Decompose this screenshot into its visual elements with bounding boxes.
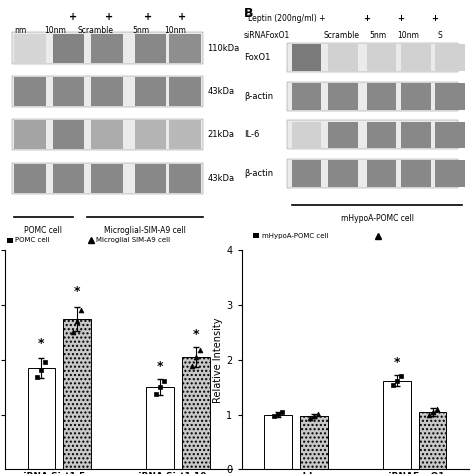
Bar [27, 368, 55, 469]
Text: 10nm: 10nm [397, 31, 419, 40]
Bar [292, 160, 321, 187]
Bar [14, 77, 46, 106]
Text: mHypoA-POMC cell: mHypoA-POMC cell [262, 233, 328, 239]
Text: *: * [74, 285, 80, 299]
Bar [253, 233, 259, 238]
Bar [169, 77, 201, 106]
Bar [328, 83, 358, 109]
Bar [135, 77, 166, 106]
Bar [287, 82, 458, 111]
Text: mHypoA-POMC cell: mHypoA-POMC cell [340, 214, 413, 223]
Bar [182, 357, 210, 469]
Bar [287, 43, 458, 72]
Text: S: S [438, 31, 442, 40]
Text: 5nm: 5nm [370, 31, 387, 40]
Bar [11, 119, 203, 150]
Bar [287, 120, 458, 149]
Text: β-actin: β-actin [244, 169, 273, 178]
Text: +: + [69, 12, 77, 22]
Bar [7, 238, 13, 243]
Text: 10nm: 10nm [164, 27, 186, 36]
Bar [287, 159, 458, 188]
Text: 110kDa: 110kDa [208, 44, 240, 53]
Bar [328, 45, 358, 71]
Text: IL-6: IL-6 [244, 130, 259, 139]
Bar [169, 34, 201, 63]
Text: Microglial-SIM-A9 cell: Microglial-SIM-A9 cell [104, 227, 186, 236]
Text: +: + [144, 12, 152, 22]
Bar [401, 122, 430, 148]
Bar [14, 120, 46, 149]
Bar [292, 122, 321, 148]
Bar [292, 45, 321, 71]
Text: B: B [244, 7, 253, 20]
Text: *: * [157, 360, 164, 374]
Bar [14, 164, 46, 192]
Bar [435, 45, 465, 71]
Bar [435, 83, 465, 109]
Bar [91, 120, 123, 149]
Bar [419, 412, 447, 469]
Bar [401, 83, 430, 109]
Bar [435, 122, 465, 148]
Bar [328, 122, 358, 148]
Bar [401, 45, 430, 71]
Text: +: + [178, 12, 186, 22]
Bar [146, 387, 174, 469]
Text: +: + [105, 12, 114, 22]
Bar [328, 160, 358, 187]
Bar [135, 164, 166, 192]
Bar [264, 414, 292, 469]
Text: nm: nm [14, 27, 26, 36]
Text: β-actin: β-actin [244, 92, 273, 101]
Text: Microglial SIM-A9 cell: Microglial SIM-A9 cell [96, 237, 170, 243]
Bar [91, 34, 123, 63]
Bar [11, 76, 203, 107]
Text: *: * [38, 337, 45, 350]
Text: 10nm: 10nm [44, 27, 66, 36]
Y-axis label: Relative Intensity: Relative Intensity [213, 317, 224, 402]
Bar [367, 122, 396, 148]
Text: FoxO1: FoxO1 [244, 53, 270, 62]
Text: Scramble: Scramble [78, 27, 114, 36]
Bar [135, 34, 166, 63]
Bar [401, 160, 430, 187]
Text: +: + [432, 14, 438, 23]
Text: POMC cell: POMC cell [25, 227, 63, 236]
Text: 21kDa: 21kDa [208, 130, 235, 139]
Bar [292, 83, 321, 109]
Bar [367, 160, 396, 187]
Text: Scramble: Scramble [324, 31, 360, 40]
Bar [11, 32, 203, 64]
Bar [14, 34, 46, 63]
Text: *: * [394, 356, 400, 368]
Text: 43kDa: 43kDa [208, 173, 235, 182]
Bar [53, 164, 84, 192]
Bar [367, 83, 396, 109]
Text: POMC cell: POMC cell [15, 237, 50, 243]
Text: *: * [192, 328, 199, 341]
Text: Leptin (200ng/ml) +: Leptin (200ng/ml) + [248, 14, 326, 23]
Bar [169, 120, 201, 149]
Text: siRNAFoxO1: siRNAFoxO1 [244, 31, 290, 40]
Bar [367, 45, 396, 71]
Bar [91, 164, 123, 192]
Text: +: + [397, 14, 404, 23]
Bar [383, 381, 411, 469]
Bar [63, 319, 91, 469]
Bar [169, 164, 201, 192]
Bar [300, 416, 328, 469]
Bar [435, 160, 465, 187]
Text: +: + [363, 14, 370, 23]
Text: 5nm: 5nm [133, 27, 150, 36]
Text: 43kDa: 43kDa [208, 87, 235, 96]
Bar [53, 77, 84, 106]
Bar [91, 77, 123, 106]
Bar [11, 163, 203, 194]
Bar [53, 34, 84, 63]
Bar [135, 120, 166, 149]
Bar [53, 120, 84, 149]
